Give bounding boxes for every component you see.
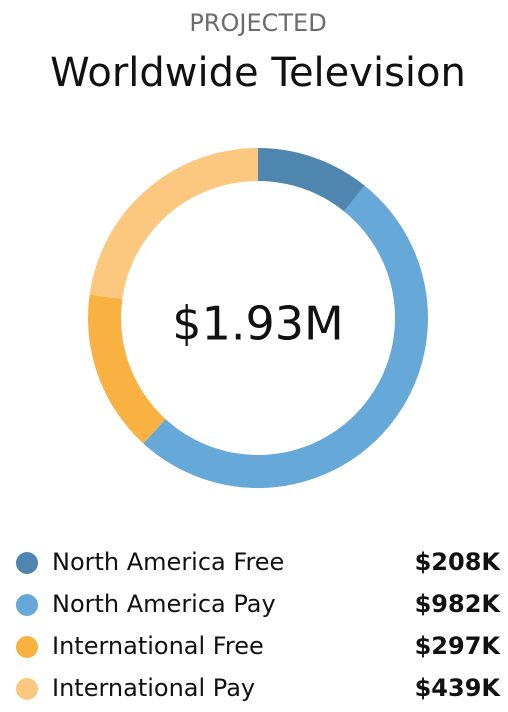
legend-value: $982K xyxy=(415,590,502,618)
donut-segment xyxy=(87,294,166,444)
legend-value: $297K xyxy=(415,632,502,660)
chart-title: Worldwide Television xyxy=(50,50,466,96)
legend-value: $439K xyxy=(415,674,502,702)
donut-segment xyxy=(258,148,365,212)
legend-swatch xyxy=(16,678,38,700)
donut-segment xyxy=(89,148,259,300)
legend-label: International Free xyxy=(52,632,264,660)
legend-swatch xyxy=(16,636,38,658)
legend-swatch xyxy=(16,594,38,616)
legend-label: North America Free xyxy=(52,548,284,576)
donut-segment xyxy=(143,185,428,488)
center-label: $1.93M xyxy=(172,297,343,351)
legend-label: International Pay xyxy=(52,674,255,702)
legend-swatch xyxy=(16,552,38,574)
chart-subtitle: PROJECTED xyxy=(189,9,326,37)
legend-label: North America Pay xyxy=(52,590,276,618)
legend-value: $208K xyxy=(415,548,502,576)
